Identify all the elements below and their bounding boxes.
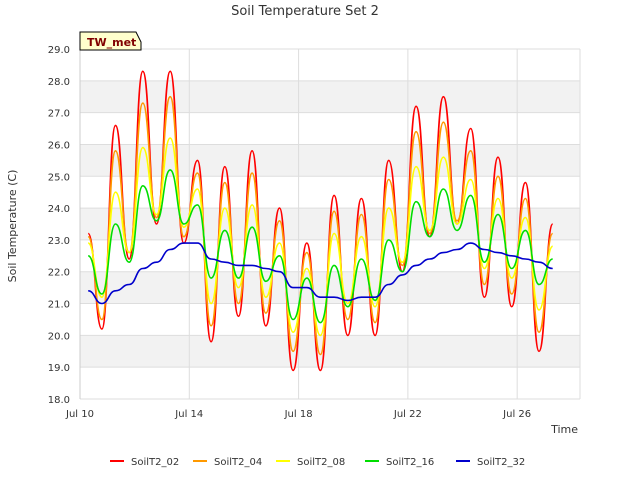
y-tick-label: 26.0	[48, 140, 70, 151]
legend-label: SoilT2_08	[297, 457, 345, 468]
legend-label: SoilT2_02	[131, 457, 179, 468]
annotation-tag: TW_met	[79, 31, 142, 51]
x-tick-label: Jul 14	[174, 409, 203, 420]
x-tick-label: Jul 26	[502, 409, 531, 420]
legend-item: SoilT2_16	[365, 457, 434, 468]
y-axis-label: Soil Temperature (C)	[6, 170, 19, 283]
plot-band	[80, 335, 580, 368]
y-tick-label: 29.0	[48, 45, 70, 56]
x-tick-label: Jul 18	[284, 409, 313, 420]
legend-label: SoilT2_04	[214, 457, 262, 468]
legend-item: SoilT2_08	[276, 457, 345, 468]
annotation-box	[79, 31, 142, 51]
y-tick-label: 20.0	[48, 331, 70, 342]
annotation-label: TW_met	[87, 36, 136, 49]
x-axis-label: Time	[550, 423, 578, 436]
x-tick-labels: Jul 10 Jul 14 Jul 18 Jul 22 Jul 26	[65, 409, 531, 420]
x-tick-label: Jul 10	[65, 409, 94, 420]
y-tick-label: 27.0	[48, 109, 70, 120]
legend-item: SoilT2_02	[110, 457, 179, 468]
legend-label: SoilT2_16	[386, 457, 434, 468]
chart-title: Soil Temperature Set 2	[231, 4, 379, 19]
plot-bands	[80, 80, 580, 368]
plot-band	[80, 80, 580, 113]
y-tick-labels: 18.0 19.0 20.0 21.0 22.0 23.0 24.0 25.0 26.0 27.0…	[48, 45, 70, 406]
legend-item: SoilT2_32	[456, 457, 525, 468]
series-line-soilt2_16	[87, 169, 554, 324]
series-lines	[87, 70, 554, 372]
x-tick-label: Jul 22	[393, 409, 422, 420]
legend: SoilT2_02 SoilT2_04 SoilT2_08 SoilT2_16 Soil…	[110, 457, 525, 468]
y-tick-label: 28.0	[48, 77, 70, 88]
y-tick-label: 21.0	[48, 300, 70, 311]
legend-item: SoilT2_04	[193, 457, 262, 468]
y-tick-label: 24.0	[48, 204, 70, 215]
y-tick-label: 23.0	[48, 236, 70, 247]
y-tick-label: 22.0	[48, 268, 70, 279]
legend-label: SoilT2_32	[477, 457, 525, 468]
series-line-soilt2_32	[88, 242, 553, 305]
series-line-soilt2_04	[87, 95, 554, 356]
y-tick-label: 19.0	[48, 363, 70, 374]
series-line-soilt2_08	[87, 137, 554, 337]
plot-band	[80, 144, 580, 177]
y-tick-label: 18.0	[48, 395, 70, 406]
y-tick-label: 25.0	[48, 172, 70, 183]
